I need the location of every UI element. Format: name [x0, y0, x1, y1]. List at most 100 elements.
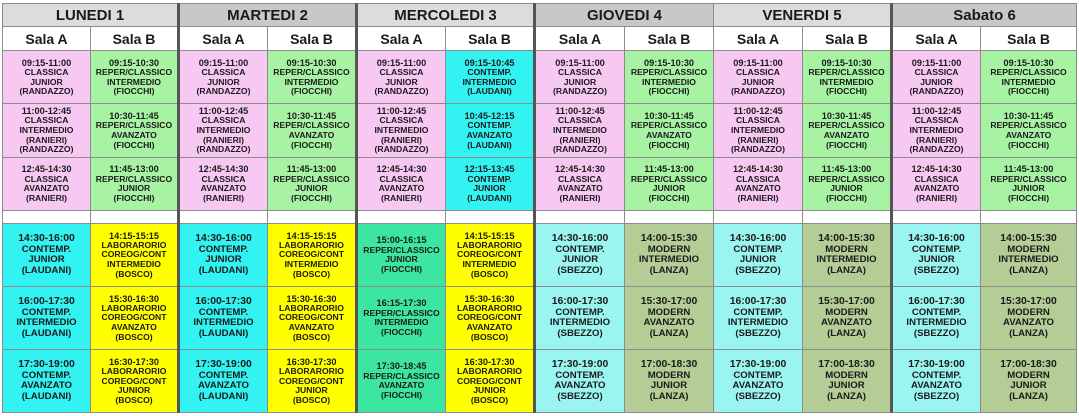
- class-time: 15:30-16:30: [108, 293, 160, 304]
- class-cell: 16:00-17:30 CONTEMP. INTERMEDIO (SBEZZO): [713, 285, 804, 350]
- class-line: (RANDAZZO): [374, 144, 429, 155]
- room-header: Sala A: [713, 26, 804, 51]
- class-line: CLASSICA: [24, 173, 69, 184]
- class-cell: 09:15-11:00 CLASSICA JUNIOR (RANDAZZO): [2, 49, 91, 105]
- class-cell: 12:45-14:30 CLASSICA AVANZATO (RANIERI): [177, 156, 268, 212]
- class-line: INTERMEDIO: [19, 125, 74, 136]
- class-cell: 17:30-19:00 CONTEMP. AVANZATO (SBEZZO): [713, 348, 804, 414]
- class-line: (RANIERI): [25, 192, 68, 203]
- class-time: 16:00-17:30: [551, 296, 609, 308]
- class-line: JUNIOR: [828, 380, 865, 392]
- day-header-mercoledi: MERCOLEDI 3: [354, 2, 536, 28]
- class-line: (RANIERI): [737, 134, 779, 145]
- class-cell: 16:15-17:30 REPER/CLASSICO INTERMEDIO (FIOC…: [355, 285, 446, 350]
- class-line: (SBEZZO): [735, 328, 781, 340]
- class-line: CONTEMP.: [467, 66, 512, 77]
- class-cell: 17:00-18:30 MODERN JUNIOR (LANZA): [802, 348, 893, 414]
- class-line: CLASSICA: [201, 66, 246, 77]
- class-line: (SBEZZO): [913, 328, 960, 340]
- class-line: INTERMEDIO: [731, 125, 785, 136]
- class-line: JUNIOR: [920, 76, 953, 87]
- class-line: (BOSCO): [470, 331, 509, 342]
- class-line: REPER/CLASSICO: [808, 173, 885, 184]
- class-line: CLASSICA: [736, 173, 780, 184]
- class-time: 09:15-10:30: [286, 57, 337, 68]
- room-header: Sala B: [267, 26, 357, 51]
- class-cell: 09:15-10:30 REPER/CLASSICO INTERMEDIO (FIOC…: [624, 49, 715, 105]
- class-time: 12:45-14:30: [911, 164, 962, 175]
- class-cell: 14:30-16:00 CONTEMP. JUNIOR (LAUDANI): [177, 222, 268, 287]
- break-spacer: [177, 210, 268, 224]
- class-line: INTERMEDIO: [284, 259, 339, 270]
- class-time: 10:30-11:45: [286, 110, 337, 121]
- class-cell: 12:45-14:30 CLASSICA AVANZATO (RANIERI): [890, 156, 982, 212]
- class-line: INTERMEDIO: [642, 76, 696, 87]
- class-line: AVANZATO: [643, 317, 695, 329]
- class-time: 10:30-11:45: [109, 110, 159, 121]
- class-line: (FIOCCHI): [825, 86, 868, 97]
- class-line: INTERMEDIO: [374, 125, 429, 136]
- class-time: 11:00-12:45: [555, 106, 605, 117]
- class-line: JUNIOR: [1010, 380, 1047, 392]
- class-cell: 16:30-17:30 LABORARORIO COREOG/CONT JUNIOR(…: [444, 348, 536, 414]
- class-line: (RANDAZZO): [196, 86, 251, 97]
- slot-row: 11:00-12:45 CLASSICA INTERMEDIO (RANIERI) (R…: [2, 103, 1078, 158]
- class-line: COREOG/CONT: [457, 375, 522, 386]
- class-line: (LAUDANI): [467, 86, 512, 97]
- class-line: (RANIERI): [202, 192, 245, 203]
- class-line: MODERN: [647, 306, 691, 318]
- class-cell: 09:15-11:00 CLASSICA JUNIOR (RANDAZZO): [533, 49, 626, 105]
- class-line: LABORARORIO: [279, 302, 344, 313]
- class-time: 11:00-12:45: [911, 106, 962, 117]
- class-cell: 10:30-11:45 REPER/CLASSICO AVANZATO (FIOCCH…: [624, 103, 715, 158]
- class-line: JUNIOR: [473, 385, 506, 396]
- class-time: 09:15-10:30: [643, 57, 695, 68]
- class-line: CONTEMP.: [555, 243, 605, 255]
- class-line: JUNIOR: [561, 254, 599, 266]
- class-line: INTERMEDIO: [16, 317, 77, 329]
- class-cell: 17:30-19:00 CONTEMP. AVANZATO (LAUDANI): [177, 348, 268, 414]
- class-time: 12:45-14:30: [21, 164, 72, 175]
- class-line: (RANDAZZO): [374, 86, 429, 97]
- class-line: AVANZATO: [646, 129, 692, 140]
- class-line: (LAUDANI): [198, 265, 249, 277]
- class-cell: 15:30-17:00 MODERN AVANZATO (LANZA): [624, 285, 715, 350]
- class-line: COREOG/CONT: [279, 249, 344, 260]
- class-line: REPER/CLASSICO: [95, 66, 173, 77]
- class-line: INTERMEDIO: [107, 76, 161, 87]
- class-line: (LANZA): [649, 328, 689, 340]
- class-cell: 14:00-15:30 MODERN INTERMEDIO (LANZA): [624, 222, 715, 287]
- class-cell: 17:00-18:30 MODERN JUNIOR (LANZA): [980, 348, 1078, 414]
- break-spacer: [713, 210, 804, 224]
- class-line: CONTEMP.: [467, 120, 512, 131]
- class-time: 15:30-17:00: [640, 296, 698, 308]
- class-time: 17:00-18:30: [818, 359, 875, 371]
- class-line: CONTEMP.: [198, 243, 249, 255]
- class-line: JUNIOR: [205, 254, 242, 266]
- class-line: (RANDAZZO): [19, 144, 74, 155]
- class-cell: 11:45-13:00 REPER/CLASSICO JUNIOR (FIOCCHI): [90, 156, 179, 212]
- class-line: (SBEZZO): [557, 391, 603, 403]
- class-line: (RANDAZZO): [553, 86, 607, 97]
- class-cell: 14:00-15:30 MODERN INTERMEDIO (LANZA): [802, 222, 893, 287]
- class-time: 12:15-13:45: [464, 164, 515, 175]
- class-cell: 09:15-11:00 CLASSICA JUNIOR (RANDAZZO): [713, 49, 804, 105]
- class-line: COREOG/CONT: [101, 312, 167, 323]
- class-line: AVANZATO: [1005, 129, 1052, 140]
- class-cell: 14:30-16:00 CONTEMP. JUNIOR (LAUDANI): [2, 222, 91, 287]
- class-time: 10:30-11:45: [644, 110, 694, 121]
- class-line: JUNIOR: [385, 254, 418, 265]
- break-spacer: [890, 210, 982, 224]
- class-line: REPER/CLASSICO: [808, 120, 885, 131]
- class-cell: 10:30-11:45 REPER/CLASSICO AVANZATO (FIOCCH…: [980, 103, 1078, 158]
- class-line: MODERN: [1007, 306, 1050, 318]
- day-header-giovedi: GIOVEDI 4: [533, 2, 715, 28]
- class-time: 17:00-18:30: [1000, 359, 1057, 371]
- class-line: CONTEMP.: [911, 369, 962, 381]
- class-time: 17:30-18:45: [376, 361, 427, 372]
- class-line: REPER/CLASSICO: [808, 66, 885, 77]
- class-line: COREOG/CONT: [101, 375, 167, 386]
- class-line: (RANDAZZO): [909, 86, 964, 97]
- class-line: JUNIOR: [30, 76, 63, 87]
